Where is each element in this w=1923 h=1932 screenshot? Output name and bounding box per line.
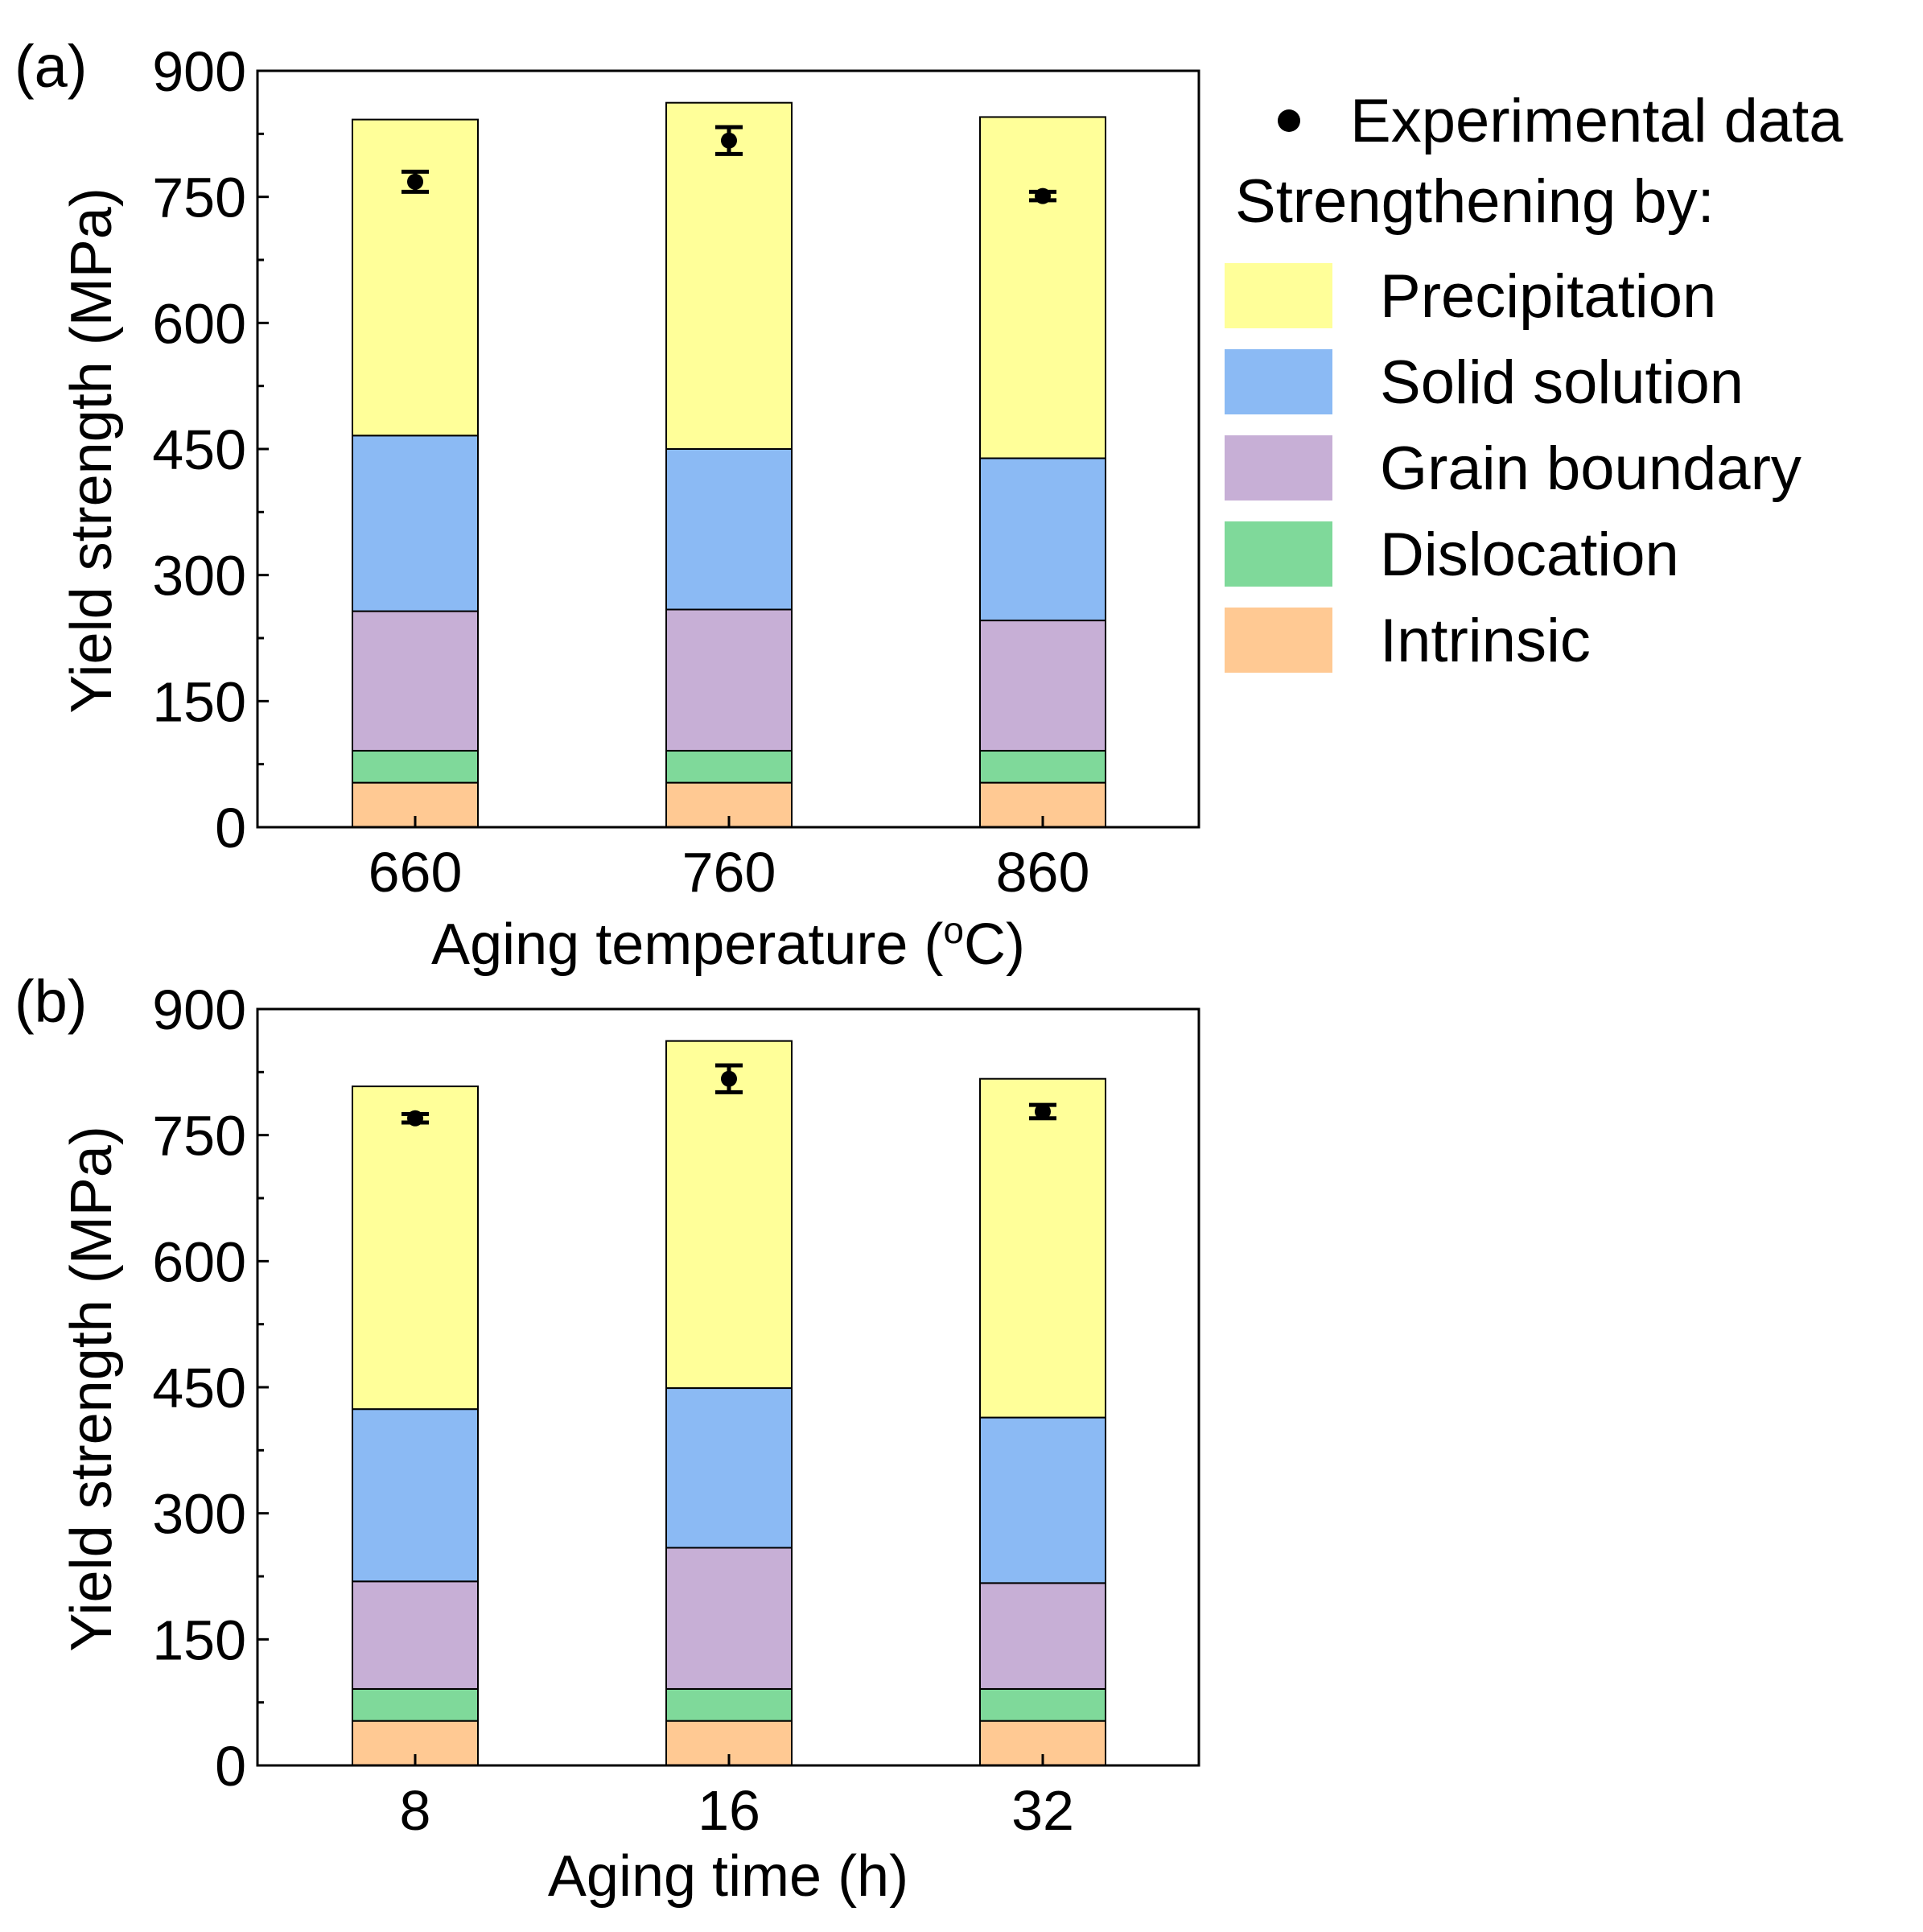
xlabel-main: Aging temperature ( xyxy=(431,912,943,977)
x-tick-label: 32 xyxy=(1011,1779,1074,1842)
bar-solid-solution-760 xyxy=(665,448,793,611)
y-tick-label: 900 xyxy=(152,40,246,103)
bar-solid-solution-860 xyxy=(979,457,1106,622)
bar-precipitation-660 xyxy=(352,118,479,437)
experimental-point-660 xyxy=(401,169,429,194)
bar-dislocation-16 xyxy=(665,1687,793,1722)
panel-b-frame xyxy=(256,1007,1200,1767)
bar-grain-boundary-8 xyxy=(352,1580,479,1690)
experimental-point-32 xyxy=(1029,1102,1056,1121)
y-tick-label: 150 xyxy=(152,1609,246,1671)
panel-a-label: (a) xyxy=(14,33,87,100)
y-tick-label: 300 xyxy=(152,1483,246,1546)
bar-dislocation-760 xyxy=(665,749,793,784)
y-tick-label: 450 xyxy=(152,418,246,481)
panel-a-chart: (a) Yield strength (MPa) 0 150 300 450 600 75… xyxy=(14,33,1200,977)
x-tick-label: 660 xyxy=(369,841,463,904)
legend-label-solid-solution: Solid solution xyxy=(1380,348,1744,417)
y-tick-label: 450 xyxy=(152,1357,246,1419)
bar-precipitation-760 xyxy=(665,101,793,450)
x-tick-label: 860 xyxy=(996,841,1090,904)
bar-solid-solution-16 xyxy=(665,1387,793,1549)
bar-grain-boundary-860 xyxy=(979,620,1106,752)
y-tick-label: 750 xyxy=(152,167,246,229)
bar-precipitation-16 xyxy=(665,1040,793,1390)
legend-label-dislocation: Dislocation xyxy=(1380,521,1679,589)
legend: Experimental data Strengthening by: Prec… xyxy=(1225,87,1843,675)
x-tick-label: 8 xyxy=(400,1779,431,1842)
bar-solid-solution-32 xyxy=(979,1416,1106,1584)
panel-a-frame xyxy=(256,69,1200,829)
experimental-point-860 xyxy=(1029,187,1056,204)
legend-experimental-marker xyxy=(1278,109,1300,132)
legend-swatch-dislocation xyxy=(1225,521,1332,587)
panel-b-label: (b) xyxy=(14,968,87,1035)
x-tick-label: 16 xyxy=(698,1779,760,1842)
legend-label-intrinsic: Intrinsic xyxy=(1380,607,1591,675)
y-tick-label: 600 xyxy=(152,292,246,355)
y-tick-label: 0 xyxy=(215,797,246,859)
legend-swatch-grain-boundary xyxy=(1225,435,1332,501)
panel-b-chart: (b) Yield strength (MPa) 0 150 300 450 600 75… xyxy=(14,968,1200,1909)
legend-swatch-intrinsic xyxy=(1225,608,1332,673)
bar-precipitation-32 xyxy=(979,1077,1106,1419)
bar-dislocation-32 xyxy=(979,1687,1106,1722)
y-tick-label: 600 xyxy=(152,1230,246,1293)
panel-b-xlabel: Aging time (h) xyxy=(548,1844,908,1909)
legend-label-precipitation: Precipitation xyxy=(1380,262,1716,331)
bar-grain-boundary-760 xyxy=(665,608,793,752)
xlabel-end: C) xyxy=(964,912,1025,977)
y-tick-label: 150 xyxy=(152,670,246,733)
bar-solid-solution-8 xyxy=(352,1408,479,1583)
bar-grain-boundary-16 xyxy=(665,1547,793,1690)
panel-a-xlabel: Aging temperature (oC) xyxy=(431,909,1025,977)
experimental-point-16 xyxy=(715,1063,743,1094)
legend-group-title: Strengthening by: xyxy=(1235,167,1715,236)
experimental-point-8 xyxy=(401,1110,429,1127)
bar-precipitation-860 xyxy=(979,116,1106,459)
bar-dislocation-8 xyxy=(352,1687,479,1722)
legend-swatch-precipitation xyxy=(1225,263,1332,328)
experimental-point-760 xyxy=(715,125,743,156)
y-tick-label: 750 xyxy=(152,1105,246,1168)
y-tick-label: 900 xyxy=(152,978,246,1041)
bar-dislocation-860 xyxy=(979,749,1106,784)
y-tick-label: 0 xyxy=(215,1735,246,1798)
bar-dislocation-660 xyxy=(352,749,479,784)
x-tick-label: 760 xyxy=(682,841,776,904)
panel-a-ylabel: Yield strength (MPa) xyxy=(60,187,124,714)
bar-precipitation-8 xyxy=(352,1085,479,1411)
legend-experimental-label: Experimental data xyxy=(1350,87,1843,155)
bar-grain-boundary-660 xyxy=(352,610,479,752)
bar-grain-boundary-32 xyxy=(979,1582,1106,1690)
legend-label-grain-boundary: Grain boundary xyxy=(1380,435,1802,503)
bar-solid-solution-660 xyxy=(352,435,479,612)
panel-b-ylabel: Yield strength (MPa) xyxy=(60,1126,124,1652)
y-tick-label: 300 xyxy=(152,545,246,608)
legend-swatch-solid-solution xyxy=(1225,349,1332,414)
xlabel-superscript: o xyxy=(943,909,964,951)
